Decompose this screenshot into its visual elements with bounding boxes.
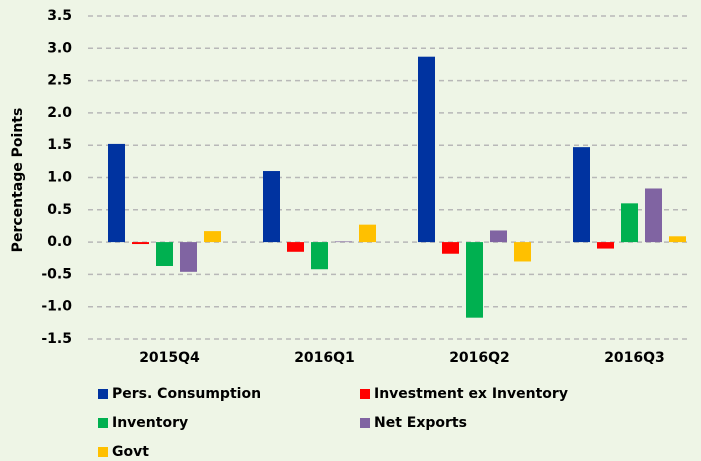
y-tick-label: 3.5 [47, 8, 72, 24]
x-tick-label: 2016Q2 [449, 350, 510, 366]
legend-label: Net Exports [374, 415, 467, 431]
bar [597, 242, 614, 249]
legend-label: Pers. Consumption [112, 386, 261, 402]
bar [490, 230, 507, 243]
bar [287, 242, 304, 252]
bar [466, 242, 483, 318]
bar [263, 171, 280, 243]
x-tick-label: 2015Q4 [139, 350, 200, 366]
bar [669, 236, 686, 243]
bar [311, 242, 328, 270]
bar [180, 242, 197, 272]
legend-swatch [98, 418, 108, 428]
bar [573, 147, 590, 243]
y-axis-label: Percentage Points [10, 108, 26, 253]
bar [204, 231, 221, 243]
y-tick-label: 3.0 [47, 40, 72, 56]
bar [645, 188, 662, 243]
y-tick-label: 1.5 [47, 137, 72, 153]
legend-label: Inventory [112, 415, 188, 431]
legend-swatch [98, 389, 108, 399]
bar [418, 56, 435, 243]
bar [442, 242, 459, 254]
bar [621, 203, 638, 243]
legend-swatch [360, 389, 370, 399]
bar [335, 241, 352, 243]
y-tick-label: -1.0 [41, 299, 72, 315]
bar [359, 224, 376, 243]
y-tick-label: -1.5 [41, 331, 72, 347]
x-tick-label: 2016Q1 [294, 350, 355, 366]
legend-swatch [98, 447, 108, 457]
legend-label: Govt [112, 444, 149, 460]
y-tick-label: 2.5 [47, 73, 72, 89]
bar [132, 242, 149, 245]
legend-label: Investment ex Inventory [374, 386, 568, 402]
y-tick-label: -0.5 [41, 266, 72, 282]
legend-swatch [360, 418, 370, 428]
bar [156, 242, 173, 267]
bar [514, 242, 531, 262]
bar [108, 143, 125, 243]
y-tick-label: 2.0 [47, 105, 72, 121]
x-tick-label: 2016Q3 [604, 350, 665, 366]
y-tick-label: 0.5 [47, 202, 72, 218]
y-tick-label: 0.0 [47, 234, 72, 250]
y-tick-label: 1.0 [47, 170, 72, 186]
